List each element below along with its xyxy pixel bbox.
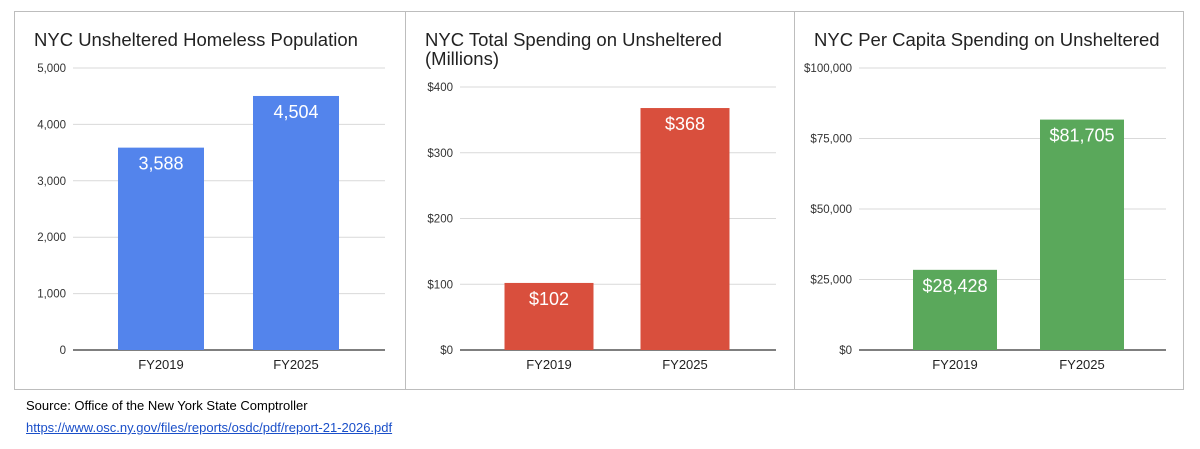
y-tick-label: 2,000	[37, 232, 66, 244]
bar-fy2025	[1040, 119, 1124, 350]
chart-svg: $0 $25,000 $50,000 $75,000 $100,000 $28,428 FY…	[804, 63, 1166, 372]
footer: Source: Office of the New York State Com…	[26, 398, 392, 435]
x-tick-label: FY2025	[662, 357, 708, 372]
data-label: 4,504	[273, 102, 318, 122]
y-tick-label: $50,000	[810, 204, 852, 216]
y-tick-label: $25,000	[810, 275, 852, 287]
chart-panel-population: NYC Unsheltered Homeless Population 0 1,0…	[15, 12, 405, 389]
data-label: $368	[665, 114, 705, 134]
x-tick-label: FY2025	[273, 357, 319, 372]
y-tick-label: 1,000	[37, 289, 66, 301]
y-tick-label: $400	[427, 82, 453, 94]
y-tick-label: $100,000	[804, 63, 852, 75]
source-text: Source: Office of the New York State Com…	[26, 398, 308, 413]
chart-panel-total-spending: NYC Total Spending on Unsheltered (Milli…	[405, 12, 794, 389]
y-tick-label: $0	[839, 345, 852, 357]
y-tick-label: 0	[60, 345, 66, 357]
chart-title: NYC Unsheltered Homeless Population	[34, 29, 358, 50]
charts-row: NYC Unsheltered Homeless Population 0 1,0…	[14, 11, 1184, 390]
y-tick-label: 4,000	[37, 119, 66, 131]
data-label: $28,428	[922, 276, 987, 296]
bar-fy2019	[118, 147, 204, 350]
x-tick-label: FY2019	[138, 357, 184, 372]
y-tick-label: $300	[427, 148, 453, 160]
y-tick-label: 3,000	[37, 176, 66, 188]
x-tick-label: FY2019	[932, 357, 978, 372]
x-tick-label: FY2019	[526, 357, 572, 372]
bar-fy2025	[640, 108, 730, 350]
y-tick-label: $100	[427, 279, 453, 291]
data-label: $102	[529, 289, 569, 309]
chart-title: NYC Total Spending on Unsheltered (Milli…	[425, 29, 722, 69]
x-tick-label: FY2025	[1059, 357, 1105, 372]
bar-fy2025	[253, 95, 339, 351]
data-label: 3,588	[138, 154, 183, 174]
bar-fy2019	[504, 282, 594, 350]
y-tick-label: 5,000	[37, 63, 66, 75]
bar-fy2019	[913, 269, 997, 350]
source-link[interactable]: https://www.osc.ny.gov/files/reports/osd…	[26, 420, 393, 435]
chart-panel-per-capita: NYC Per Capita Spending on Unsheltered $…	[794, 12, 1183, 389]
y-tick-label: $200	[427, 214, 453, 226]
y-tick-label: $75,000	[810, 134, 852, 146]
chart-svg: $0 $100 $200 $300 $400 $102 FY2019 $368 FY2025	[427, 82, 776, 372]
chart-svg: 0 1,000 2,000 3,000 4,000 5,000 3,588 FY2019 4,5…	[37, 63, 385, 372]
chart-title: NYC Per Capita Spending on Unsheltered	[814, 29, 1160, 50]
data-label: $81,705	[1049, 126, 1114, 146]
y-tick-label: $0	[440, 345, 453, 357]
